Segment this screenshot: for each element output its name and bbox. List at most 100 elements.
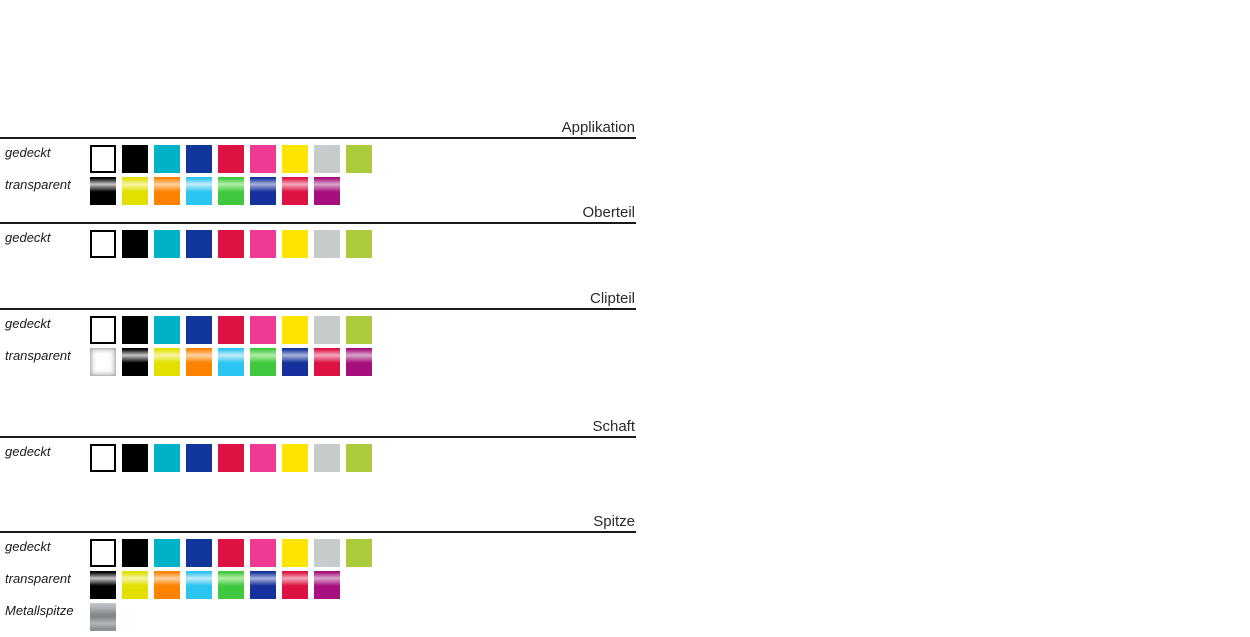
color-swatch-violett-transparent[interactable]	[314, 571, 340, 599]
color-swatch-cyan[interactable]	[154, 539, 180, 567]
color-swatch-rot[interactable]	[218, 539, 244, 567]
color-swatch-cyan-transparent[interactable]	[186, 177, 212, 205]
color-swatch-gelb[interactable]	[282, 539, 308, 567]
color-swatch-schwarz-transparent[interactable]	[90, 177, 116, 205]
section-title-oberteil: Oberteil	[0, 205, 636, 224]
swatch-strip	[90, 571, 340, 599]
color-swatch-schwarz[interactable]	[122, 145, 148, 173]
color-swatch-weiss[interactable]	[90, 230, 116, 258]
swatch-strip	[90, 230, 372, 258]
color-swatch-weiss[interactable]	[90, 316, 116, 344]
section-title-clipteil: Clipteil	[0, 291, 636, 310]
color-swatch-gelb[interactable]	[282, 316, 308, 344]
color-swatch-pink[interactable]	[250, 444, 276, 472]
color-swatch-schwarz[interactable]	[122, 444, 148, 472]
finish-row-gedeckt: gedeckt	[0, 316, 636, 344]
finish-label: transparent	[5, 177, 71, 192]
color-swatch-gelb[interactable]	[282, 145, 308, 173]
color-swatch-cyan[interactable]	[154, 444, 180, 472]
finish-label: gedeckt	[5, 230, 51, 245]
color-swatch-hellgruen[interactable]	[346, 539, 372, 567]
finish-label: transparent	[5, 348, 71, 363]
color-swatch-pink[interactable]	[250, 230, 276, 258]
color-swatch-cyan-transparent[interactable]	[186, 571, 212, 599]
color-swatch-hellgruen[interactable]	[346, 444, 372, 472]
color-swatch-gruen-transparent[interactable]	[218, 571, 244, 599]
finish-label: gedeckt	[5, 316, 51, 331]
finish-label: gedeckt	[5, 145, 51, 160]
color-swatch-pink[interactable]	[250, 539, 276, 567]
color-swatch-orange-transparent[interactable]	[186, 348, 212, 376]
color-swatch-blau[interactable]	[186, 539, 212, 567]
color-swatch-schwarz[interactable]	[122, 316, 148, 344]
color-swatch-rot-transparent[interactable]	[282, 571, 308, 599]
color-swatch-orange-transparent[interactable]	[154, 571, 180, 599]
color-swatch-cyan-transparent[interactable]	[218, 348, 244, 376]
color-swatch-blau-transparent[interactable]	[250, 177, 276, 205]
swatch-strip	[90, 539, 372, 567]
color-swatch-gelb[interactable]	[282, 444, 308, 472]
finish-row-gedeckt: gedeckt	[0, 539, 636, 567]
color-swatch-grau[interactable]	[314, 444, 340, 472]
color-swatch-schwarz-transparent[interactable]	[122, 348, 148, 376]
color-swatch-gruen-transparent[interactable]	[250, 348, 276, 376]
color-swatch-rot[interactable]	[218, 145, 244, 173]
color-swatch-orange-transparent[interactable]	[154, 177, 180, 205]
color-swatch-weiss[interactable]	[90, 539, 116, 567]
finish-row-gedeckt: gedeckt	[0, 444, 636, 472]
color-swatch-weiss[interactable]	[90, 145, 116, 173]
finish-label: Metallspitze	[5, 603, 74, 618]
color-swatch-violett-transparent[interactable]	[346, 348, 372, 376]
color-swatch-violett-transparent[interactable]	[314, 177, 340, 205]
color-swatch-rot-transparent[interactable]	[282, 177, 308, 205]
color-swatch-blau[interactable]	[186, 444, 212, 472]
color-swatch-gelb-transparent[interactable]	[122, 177, 148, 205]
finish-row-metallspitze: Metallspitze	[0, 603, 636, 631]
color-swatch-blau[interactable]	[186, 316, 212, 344]
color-swatch-metall[interactable]	[90, 603, 116, 631]
swatch-strip	[90, 348, 372, 376]
color-swatch-schwarz[interactable]	[122, 539, 148, 567]
color-swatch-grau[interactable]	[314, 145, 340, 173]
section-rows: gedeckt	[0, 224, 636, 258]
color-swatch-grau[interactable]	[314, 539, 340, 567]
swatch-strip	[90, 316, 372, 344]
color-swatch-blau-transparent[interactable]	[282, 348, 308, 376]
color-swatch-schwarz-transparent[interactable]	[90, 571, 116, 599]
color-swatch-klar-transparent[interactable]	[90, 348, 116, 376]
color-swatch-cyan[interactable]	[154, 230, 180, 258]
color-swatch-weiss[interactable]	[90, 444, 116, 472]
color-swatch-rot[interactable]	[218, 444, 244, 472]
color-swatch-hellgruen[interactable]	[346, 230, 372, 258]
finish-row-gedeckt: gedeckt	[0, 230, 636, 258]
color-swatch-grau[interactable]	[314, 316, 340, 344]
color-swatch-hellgruen[interactable]	[346, 145, 372, 173]
section-rows: gedeckt transparent	[0, 310, 636, 376]
section-spitze: Spitze gedeckt transparent Metallspitze	[0, 514, 636, 635]
section-oberteil: Oberteil gedeckt	[0, 205, 636, 262]
color-swatch-rot-transparent[interactable]	[314, 348, 340, 376]
finish-row-transparent: transparent	[0, 177, 636, 205]
color-swatch-pink[interactable]	[250, 145, 276, 173]
color-swatch-cyan[interactable]	[154, 145, 180, 173]
color-swatch-blau[interactable]	[186, 145, 212, 173]
color-swatch-pink[interactable]	[250, 316, 276, 344]
section-rows: gedeckt transparent	[0, 139, 636, 205]
color-swatch-gelb-transparent[interactable]	[122, 571, 148, 599]
color-swatch-gelb[interactable]	[282, 230, 308, 258]
section-applikation: Applikation gedeckt transparent	[0, 120, 636, 209]
color-swatch-rot[interactable]	[218, 316, 244, 344]
color-swatch-grau[interactable]	[314, 230, 340, 258]
color-swatch-gelb-transparent[interactable]	[154, 348, 180, 376]
color-swatch-blau[interactable]	[186, 230, 212, 258]
finish-row-transparent: transparent	[0, 571, 636, 599]
color-swatch-cyan[interactable]	[154, 316, 180, 344]
finish-label: gedeckt	[5, 444, 51, 459]
finish-row-gedeckt: gedeckt	[0, 145, 636, 173]
color-swatch-blau-transparent[interactable]	[250, 571, 276, 599]
color-swatch-schwarz[interactable]	[122, 230, 148, 258]
color-swatch-gruen-transparent[interactable]	[218, 177, 244, 205]
color-swatch-rot[interactable]	[218, 230, 244, 258]
section-title-schaft: Schaft	[0, 419, 636, 438]
color-swatch-hellgruen[interactable]	[346, 316, 372, 344]
